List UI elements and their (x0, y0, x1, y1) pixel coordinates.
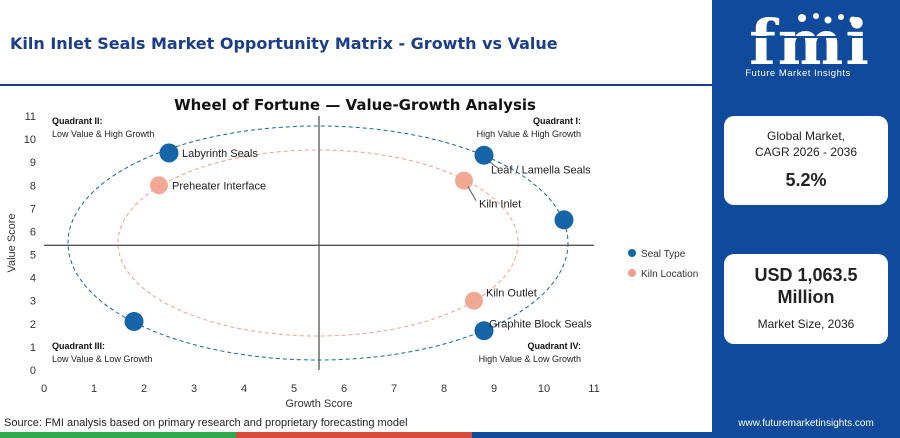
y-tick-label: 10 (24, 134, 36, 146)
chart-title: Wheel of Fortune — Value-Growth Analysis (174, 96, 536, 114)
legend-marker-kiln-location (628, 269, 636, 277)
y-tick-label: 8 (30, 180, 36, 192)
opportunity-matrix-chart: Wheel of Fortune — Value-Growth Analysis… (6, 96, 698, 410)
data-point (150, 176, 168, 195)
x-tick-label: 6 (341, 383, 347, 395)
data-point (455, 171, 473, 190)
data-point-label: Kiln Outlet (486, 288, 537, 300)
y-tick-label: 9 (30, 157, 36, 169)
data-point (124, 312, 144, 332)
market-size-value-line1: USD 1,063.5 (754, 265, 858, 285)
data-point (554, 210, 574, 230)
quadrant-1-subtitle: High Value & High Growth (477, 129, 581, 139)
x-tick-label: 0 (41, 383, 47, 395)
y-tick-label: 0 (30, 365, 36, 377)
y-tick-label: 1 (30, 342, 36, 354)
y-tick-label: 2 (30, 319, 36, 331)
cagr-card: Global Market, CAGR 2026 - 2036 5.2% (724, 116, 888, 205)
data-point-label: Labyrinth Seals (182, 148, 258, 160)
outer-ellipse-ring (67, 125, 569, 361)
quadrant-3-subtitle: Low Value & Low Growth (52, 354, 152, 364)
quadrant-4-subtitle: High Value & Low Growth (479, 354, 581, 364)
quadrant-2-title: Quadrant II: (52, 116, 103, 126)
x-tick-label: 2 (141, 383, 147, 395)
x-tick-label: 11 (588, 383, 599, 395)
y-tick-label: 6 (30, 226, 36, 238)
data-point (474, 321, 494, 341)
source-note: Source: FMI analysis based on primary re… (4, 417, 408, 429)
leader-line (467, 186, 477, 201)
data-point (474, 145, 494, 165)
x-tick-label: 10 (538, 383, 550, 395)
data-point (465, 291, 483, 310)
cagr-label-line2: CAGR 2026 - 2036 (754, 145, 858, 159)
x-tick-label: 7 (391, 383, 397, 395)
brand-color-strip (0, 432, 712, 438)
market-size-value-line2: Million (777, 287, 835, 307)
quadrant-3-title: Quadrant III: (52, 341, 105, 351)
quadrant-2-subtitle: Low Value & High Growth (52, 129, 154, 139)
title-divider (0, 84, 712, 86)
y-tick-label: 5 (30, 250, 36, 262)
data-point-label: Leaf / Lamella Seals (491, 164, 591, 176)
quadrant-1-title: Quadrant I: (533, 116, 581, 126)
y-tick-label: 11 (25, 111, 36, 123)
x-tick-label: 5 (291, 383, 297, 395)
brand-sidebar (712, 0, 900, 438)
data-point-label: Kiln Inlet (479, 199, 521, 211)
legend-label-kiln-location: Kiln Location (641, 269, 698, 280)
data-point-label: Graphite Block Seals (489, 319, 592, 331)
page-title: Kiln Inlet Seals Market Opportunity Matr… (10, 34, 558, 53)
y-tick-label: 7 (30, 203, 36, 215)
legend-label-seal-type: Seal Type (641, 249, 686, 260)
cagr-value: 5.2% (785, 170, 827, 190)
data-point-label: Preheater Interface (172, 180, 266, 192)
quadrant-4-title: Quadrant IV: (527, 341, 581, 351)
logo-subtitle: Future Market Insights (745, 68, 851, 79)
market-size-card: USD 1,063.5 Million Market Size, 2036 (724, 254, 888, 344)
fmi-logo: fmi (748, 8, 872, 79)
y-axis-label: Value Score (6, 213, 18, 272)
x-tick-label: 1 (91, 383, 97, 395)
legend-marker-seal-type (628, 249, 636, 257)
y-tick-label: 3 (30, 296, 36, 308)
inner-ellipse-ring (117, 149, 519, 337)
data-point (159, 143, 179, 163)
y-tick-label: 4 (30, 273, 36, 285)
x-axis-label: Growth Score (285, 398, 352, 410)
x-tick-label: 3 (191, 383, 197, 395)
logo-wordmark: fmi (749, 8, 871, 79)
cagr-label-line1: Global Market, (766, 129, 846, 143)
leader-line (489, 161, 499, 169)
chart-legend: Seal Type Kiln Location (628, 249, 698, 280)
x-tick-label: 4 (241, 383, 247, 395)
market-size-label: Market Size, 2036 (757, 317, 855, 331)
x-tick-label: 8 (441, 383, 447, 395)
website-link[interactable]: www.futuremarketinsights.com (738, 418, 874, 429)
x-tick-label: 9 (491, 383, 497, 395)
